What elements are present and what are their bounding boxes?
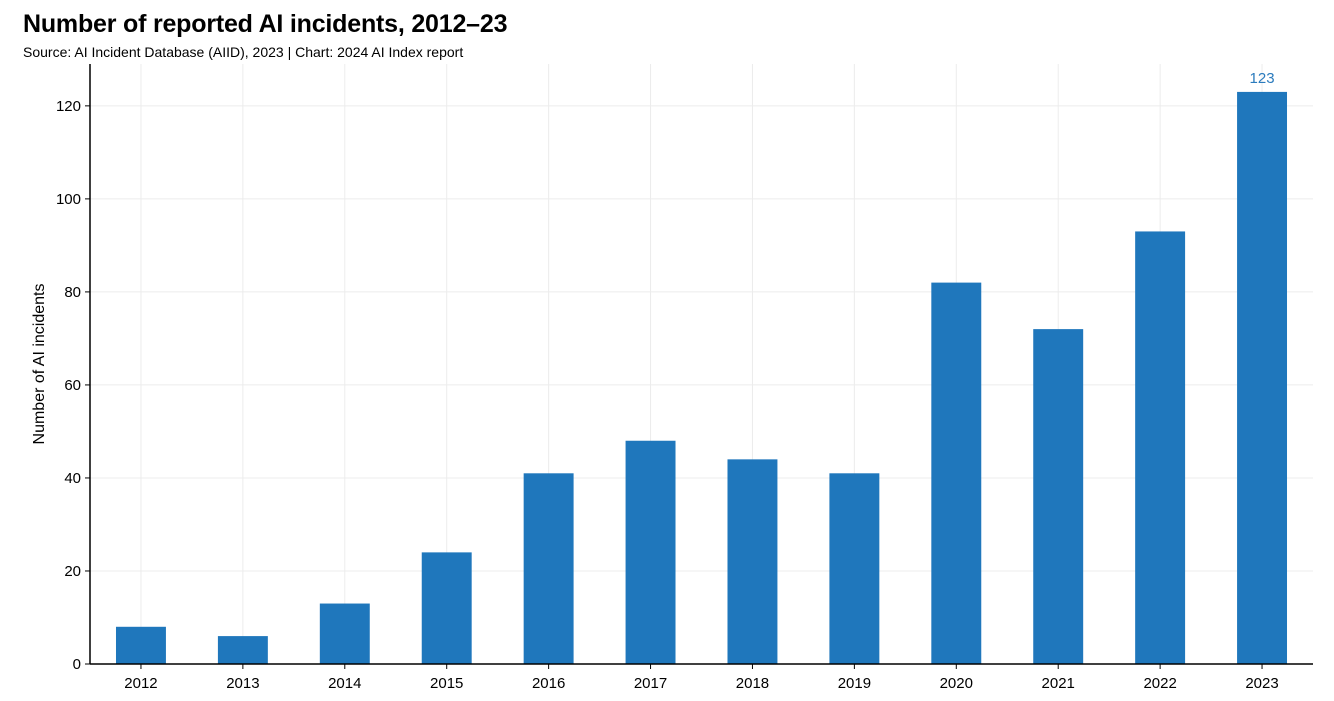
- bar-2014: [319, 603, 370, 664]
- bar-2012: [115, 626, 166, 664]
- bar-2013: [217, 636, 268, 664]
- bar-2021: [1033, 329, 1084, 664]
- x-tick-label: 2012: [124, 675, 157, 692]
- x-tick-label: 2021: [1042, 675, 1075, 692]
- x-tick-label: 2016: [532, 675, 565, 692]
- grid-lines: [90, 64, 1313, 664]
- y-tick-label: 80: [64, 284, 81, 301]
- x-tick-label: 2020: [940, 675, 973, 692]
- chart-subtitle: Source: AI Incident Database (AIID), 202…: [23, 44, 464, 60]
- bar-2018: [727, 459, 778, 664]
- x-tick-label: 2019: [838, 675, 871, 692]
- y-tick-label: 120: [56, 98, 81, 115]
- axes: [85, 64, 1313, 669]
- y-tick-label: 20: [64, 563, 81, 580]
- data-label-2023: 123: [1250, 70, 1275, 87]
- labels: 0 20 40 60 80 100 120 2012 2013 2014 2015 2016 2017 2…: [56, 70, 1279, 692]
- bar-2015: [421, 552, 472, 664]
- chart-title: Number of reported AI incidents, 2012–23: [23, 10, 508, 38]
- bar-2020: [931, 282, 982, 664]
- x-tick-label: 2018: [736, 675, 769, 692]
- bar-2019: [829, 473, 880, 664]
- x-tick-label: 2013: [226, 675, 259, 692]
- x-tick-label: 2022: [1143, 675, 1176, 692]
- bar-2023: [1237, 91, 1288, 664]
- bar-2016: [523, 473, 574, 664]
- bar-2017: [625, 440, 676, 664]
- x-tick-label: 2014: [328, 675, 361, 692]
- y-tick-label: 60: [64, 377, 81, 394]
- y-axis-title: Number of AI incidents: [31, 284, 48, 445]
- x-tick-label: 2015: [430, 675, 463, 692]
- y-tick-label: 40: [64, 470, 81, 487]
- x-tick-label: 2017: [634, 675, 667, 692]
- y-tick-label: 0: [73, 656, 81, 673]
- y-tick-label: 100: [56, 191, 81, 208]
- bar-2022: [1135, 231, 1186, 664]
- x-tick-label: 2023: [1245, 675, 1278, 692]
- bars: [115, 91, 1288, 664]
